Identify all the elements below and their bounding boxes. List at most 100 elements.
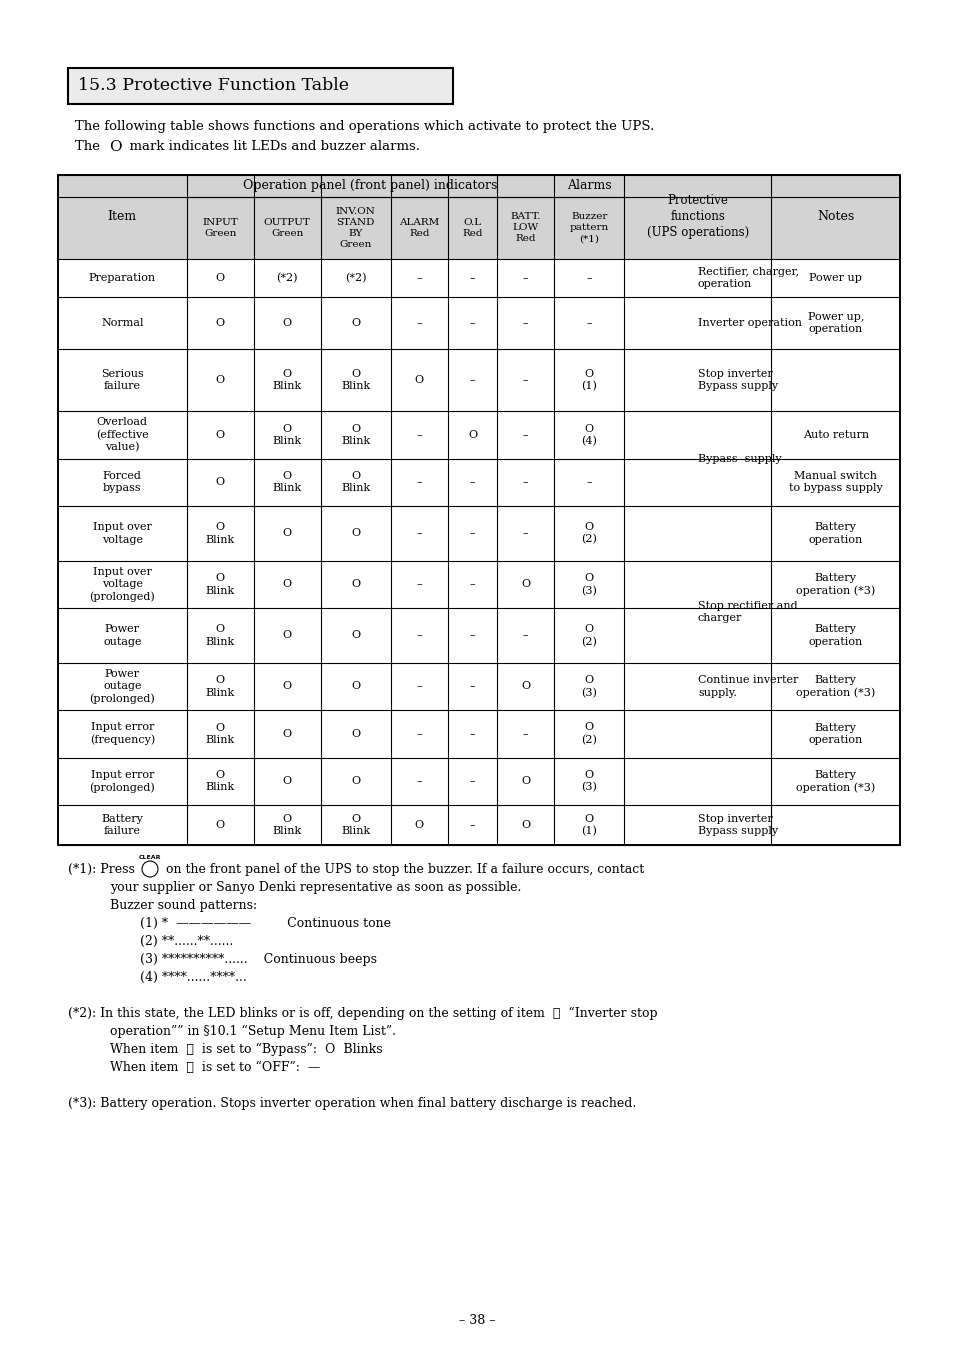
Text: –: –: [469, 580, 475, 589]
Text: –: –: [586, 273, 592, 282]
Text: O: O: [282, 580, 292, 589]
Text: O: O: [415, 820, 423, 830]
Text: O
Blink: O Blink: [273, 369, 301, 392]
Text: on the front panel of the UPS to stop the buzzer. If a failure occurs, contact: on the front panel of the UPS to stop th…: [162, 863, 643, 875]
Text: your supplier or Sanyo Denki representative as soon as possible.: your supplier or Sanyo Denki representat…: [110, 881, 521, 894]
Text: –: –: [522, 631, 528, 640]
Text: –: –: [586, 477, 592, 488]
Text: Operation panel (front panel) indicators: Operation panel (front panel) indicators: [243, 180, 497, 192]
Text: O: O: [351, 317, 360, 328]
Bar: [320, 176, 390, 259]
Text: (4) ****......****...: (4) ****......****...: [140, 971, 247, 984]
Text: Protective
functions
(UPS operations): Protective functions (UPS operations): [646, 195, 748, 239]
Text: Input over
voltage
(prolonged): Input over voltage (prolonged): [90, 566, 155, 603]
Text: O: O: [109, 141, 121, 154]
Text: –: –: [416, 631, 422, 640]
Text: –: –: [522, 376, 528, 385]
Text: Battery
operation: Battery operation: [808, 723, 862, 744]
Text: O: O: [282, 528, 292, 538]
Text: Inverter operation: Inverter operation: [698, 317, 801, 328]
Text: –: –: [469, 477, 475, 488]
Text: Stop inverter
Bypass supply: Stop inverter Bypass supply: [698, 369, 778, 392]
Text: O
Blink: O Blink: [205, 770, 234, 793]
Text: –: –: [522, 317, 528, 328]
Bar: [497, 176, 554, 259]
Text: Overload
(effective
value): Overload (effective value): [96, 417, 149, 453]
Text: O: O: [282, 631, 292, 640]
Bar: [253, 176, 320, 259]
Text: O: O: [351, 681, 360, 692]
Bar: [554, 176, 623, 259]
Text: O
Blink: O Blink: [205, 723, 234, 744]
Text: Input error
(frequency): Input error (frequency): [90, 723, 154, 746]
Text: mark indicates lit LEDs and buzzer alarms.: mark indicates lit LEDs and buzzer alarm…: [121, 141, 419, 153]
Bar: [448, 176, 497, 259]
Text: (*2): In this state, the LED blinks or is off, depending on the setting of item : (*2): In this state, the LED blinks or i…: [68, 1006, 657, 1020]
Bar: [68, 68, 453, 104]
Text: O: O: [467, 430, 476, 440]
Text: Battery
operation: Battery operation: [808, 521, 862, 544]
Text: BATT.
LOW
Red: BATT. LOW Red: [510, 212, 540, 243]
Text: O
(1): O (1): [580, 369, 597, 392]
Text: –: –: [469, 273, 475, 282]
Bar: [58, 176, 187, 259]
Text: When item  ②  is set to “OFF”:  —: When item ② is set to “OFF”: —: [110, 1061, 320, 1074]
Bar: [623, 196, 901, 197]
Text: Forced
bypass: Forced bypass: [103, 471, 142, 493]
Text: (1) *  ——————         Continuous tone: (1) * —————— Continuous tone: [140, 917, 391, 929]
Text: O
(3): O (3): [580, 770, 597, 793]
Text: (*1): Press: (*1): Press: [68, 863, 139, 875]
Text: –: –: [522, 528, 528, 538]
Text: O: O: [351, 631, 360, 640]
Text: The: The: [75, 141, 109, 153]
Text: O: O: [520, 681, 530, 692]
Text: O: O: [215, 430, 224, 440]
Text: –: –: [416, 430, 422, 440]
Text: Alarms: Alarms: [566, 180, 611, 192]
Text: –: –: [586, 317, 592, 328]
Text: O
Blink: O Blink: [340, 813, 370, 836]
Text: O: O: [215, 820, 224, 830]
Text: operation”” in §10.1 “Setup Menu Item List”.: operation”” in §10.1 “Setup Menu Item Li…: [110, 1025, 395, 1038]
Text: Battery
operation: Battery operation: [808, 624, 862, 647]
Text: When item  ②  is set to “Bypass”:  O  Blinks: When item ② is set to “Bypass”: O Blinks: [110, 1043, 382, 1056]
Text: O
Blink: O Blink: [205, 676, 234, 697]
Text: Bypass  supply: Bypass supply: [698, 454, 781, 463]
Text: O: O: [351, 528, 360, 538]
Text: (3) **********......    Continuous beeps: (3) **********...... Continuous beeps: [140, 952, 376, 966]
Text: O
Blink: O Blink: [340, 369, 370, 392]
Text: CLEAR: CLEAR: [138, 855, 161, 861]
Text: O: O: [520, 820, 530, 830]
Text: O: O: [351, 580, 360, 589]
Text: –: –: [416, 273, 422, 282]
Text: O: O: [282, 681, 292, 692]
Text: Stop inverter
Bypass supply: Stop inverter Bypass supply: [698, 813, 778, 836]
Text: Preparation: Preparation: [89, 273, 155, 282]
Text: Battery
operation (*3): Battery operation (*3): [795, 573, 875, 596]
Text: –: –: [469, 728, 475, 739]
Text: O: O: [282, 728, 292, 739]
Text: O
Blink: O Blink: [273, 424, 301, 446]
Text: –: –: [469, 376, 475, 385]
Bar: [771, 176, 899, 259]
Text: O: O: [282, 777, 292, 786]
Text: Stop rectifier and
charger: Stop rectifier and charger: [698, 600, 797, 623]
Text: INV.ON
STAND
BY
Green: INV.ON STAND BY Green: [335, 207, 375, 249]
Text: O
Blink: O Blink: [205, 573, 234, 596]
Text: –: –: [469, 631, 475, 640]
Text: O: O: [282, 317, 292, 328]
Text: Continue inverter
supply.: Continue inverter supply.: [698, 676, 798, 697]
Text: –: –: [522, 728, 528, 739]
Text: O: O: [520, 777, 530, 786]
Text: Rectifier, charger,
operation: Rectifier, charger, operation: [698, 266, 799, 289]
Text: (*3): Battery operation. Stops inverter operation when final battery discharge i: (*3): Battery operation. Stops inverter …: [68, 1097, 636, 1111]
Text: (*2): (*2): [276, 273, 297, 282]
Bar: [623, 608, 771, 609]
Bar: [623, 458, 771, 459]
Text: –: –: [416, 477, 422, 488]
Text: –: –: [469, 820, 475, 830]
Text: O
(3): O (3): [580, 573, 597, 596]
Text: Power
outage
(prolonged): Power outage (prolonged): [90, 669, 155, 704]
Text: (*2): (*2): [344, 273, 366, 282]
Text: Buzzer sound patterns:: Buzzer sound patterns:: [110, 898, 257, 912]
